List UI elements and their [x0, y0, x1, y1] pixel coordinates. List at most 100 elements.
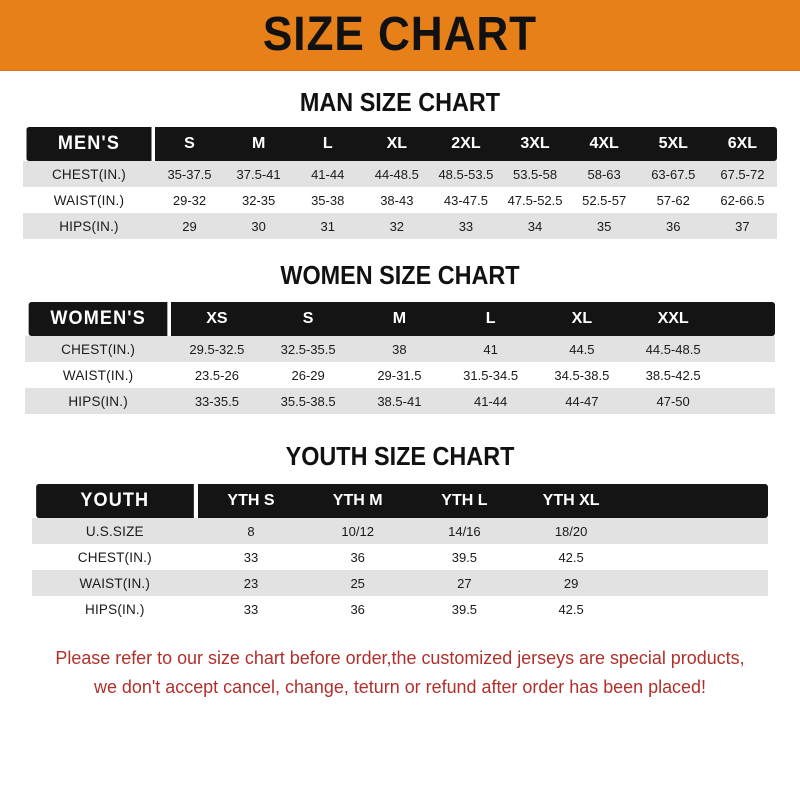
women-cell: 32.5-35.5: [262, 336, 354, 362]
men-header-row: MEN'S S M L XL 2XL 3XL 4XL 5XL 6XL: [23, 127, 777, 161]
women-cell: 35.5-38.5: [262, 388, 354, 414]
youth-table-row: U.S.SIZE 8 10/12 14/16 18/20: [32, 518, 768, 544]
women-table-row: WAIST(IN.) 23.5-26 26-29 29-31.5 31.5-34.5 34…: [25, 362, 775, 388]
women-table-wrapper: WOMEN'S XS S M L XL XXL CHEST(IN.) 29.5-32.5 32.5…: [25, 302, 775, 414]
women-cell: 44-47: [536, 388, 628, 414]
youth-table-wrapper: YOUTH YTH S YTH M YTH L YTH XL U.S.SIZE 8 10/12…: [32, 484, 768, 622]
youth-cell: 25: [304, 570, 412, 596]
women-row-label: CHEST(IN.): [25, 336, 172, 362]
men-row-label: HIPS(IN.): [23, 213, 155, 239]
youth-size-header-yth-s: YTH S: [197, 484, 305, 518]
men-cell: 52.5-57: [569, 187, 639, 213]
women-size-header-xl: XL: [536, 302, 628, 336]
youth-cell: 33: [197, 544, 305, 570]
men-cell: 35-38: [293, 187, 363, 213]
youth-section-title: YOUTH SIZE CHART: [285, 441, 515, 471]
women-cell: 41: [445, 336, 537, 362]
youth-cell: 42.5: [517, 596, 625, 622]
women-cell: 47-50: [627, 388, 719, 414]
men-cell: 31: [293, 213, 363, 239]
men-cell: 35: [569, 213, 639, 239]
women-cell: 29.5-32.5: [171, 336, 263, 362]
men-cell: 53.5-58: [500, 161, 570, 187]
men-cell: 37: [707, 213, 777, 239]
men-row-label: WAIST(IN.): [23, 187, 155, 213]
page-title: SIZE CHART: [262, 8, 538, 61]
women-cell: 34.5-38.5: [536, 362, 628, 388]
youth-header-row: YOUTH YTH S YTH M YTH L YTH XL: [32, 484, 768, 518]
women-row-label: WAIST(IN.): [25, 362, 172, 388]
men-row-label: CHEST(IN.): [23, 161, 155, 187]
youth-size-table: YOUTH YTH S YTH M YTH L YTH XL U.S.SIZE 8 10/12…: [32, 484, 768, 622]
women-size-table: WOMEN'S XS S M L XL XXL CHEST(IN.) 29.5-32.5 32.5…: [25, 302, 775, 414]
women-size-header-m: M: [353, 302, 445, 336]
men-size-header-xl: XL: [362, 127, 432, 161]
men-cell: 47.5-52.5: [500, 187, 570, 213]
women-cell: 23.5-26: [171, 362, 263, 388]
youth-table-row: WAIST(IN.) 23 25 27 29: [32, 570, 768, 596]
men-cell: 32-35: [224, 187, 294, 213]
youth-row-filler: [624, 596, 768, 622]
men-size-header-6xl: 6XL: [707, 127, 777, 161]
youth-cell: 18/20: [517, 518, 625, 544]
youth-row-label: WAIST(IN.): [32, 570, 198, 596]
disclaimer-line-2: we don't accept cancel, change, teturn o…: [94, 675, 706, 697]
order-disclaimer: Please refer to our size chart before or…: [12, 644, 788, 701]
men-table-row: HIPS(IN.) 29 30 31 32 33 34 35 36 37: [23, 213, 777, 239]
women-size-header-s: S: [262, 302, 354, 336]
women-cell: 38.5-41: [353, 388, 445, 414]
men-cell: 57-62: [638, 187, 708, 213]
youth-size-header-yth-m: YTH M: [304, 484, 412, 518]
youth-row-filler: [624, 518, 768, 544]
women-corner-label: WOMEN'S: [28, 302, 168, 336]
men-size-header-s: S: [154, 127, 225, 161]
men-size-header-5xl: 5XL: [638, 127, 708, 161]
men-cell: 37.5-41: [224, 161, 294, 187]
women-size-header-xxl: XXL: [627, 302, 719, 336]
women-cell: 44.5: [536, 336, 628, 362]
youth-header-filler: [624, 484, 768, 518]
men-cell: 44-48.5: [362, 161, 432, 187]
women-cell: 31.5-34.5: [445, 362, 537, 388]
women-row-filler: [718, 362, 775, 388]
women-table-row: HIPS(IN.) 33-35.5 35.5-38.5 38.5-41 41-44 44-…: [25, 388, 775, 414]
men-size-header-4xl: 4XL: [569, 127, 639, 161]
youth-cell: 39.5: [411, 544, 518, 570]
youth-cell: 10/12: [304, 518, 412, 544]
youth-cell: 42.5: [517, 544, 625, 570]
youth-cell: 33: [197, 596, 305, 622]
men-cell: 58-63: [569, 161, 639, 187]
men-cell: 30: [224, 213, 294, 239]
women-table-row: CHEST(IN.) 29.5-32.5 32.5-35.5 38 41 44.5 44.5…: [25, 336, 775, 362]
men-cell: 41-44: [293, 161, 363, 187]
men-cell: 35-37.5: [154, 161, 225, 187]
men-cell: 29-32: [154, 187, 225, 213]
women-row-filler: [718, 336, 775, 362]
youth-size-header-yth-l: YTH L: [411, 484, 518, 518]
women-cell: 33-35.5: [171, 388, 263, 414]
youth-row-label: CHEST(IN.): [32, 544, 198, 570]
men-size-header-m: M: [224, 127, 294, 161]
youth-row-filler: [624, 570, 768, 596]
women-cell: 29-31.5: [353, 362, 445, 388]
men-size-header-2xl: 2XL: [431, 127, 501, 161]
man-table-wrapper: MEN'S S M L XL 2XL 3XL 4XL 5XL 6XL CHEST(IN.) 35-37…: [23, 127, 777, 239]
men-cell: 48.5-53.5: [431, 161, 501, 187]
women-row-filler: [718, 388, 775, 414]
man-size-table: MEN'S S M L XL 2XL 3XL 4XL 5XL 6XL CHEST(IN.) 35-37…: [23, 127, 777, 239]
youth-row-filler: [624, 544, 768, 570]
women-row-label: HIPS(IN.): [25, 388, 172, 414]
men-cell: 63-67.5: [638, 161, 708, 187]
women-header-filler: [718, 302, 775, 336]
men-cell: 36: [638, 213, 708, 239]
men-cell: 33: [431, 213, 501, 239]
women-header-row: WOMEN'S XS S M L XL XXL: [25, 302, 775, 336]
women-cell: 44.5-48.5: [627, 336, 719, 362]
youth-corner-label: YOUTH: [36, 484, 194, 518]
men-cell: 67.5-72: [707, 161, 777, 187]
youth-cell: 39.5: [411, 596, 518, 622]
youth-cell: 36: [304, 596, 412, 622]
youth-size-header-yth-xl: YTH XL: [517, 484, 625, 518]
men-table-row: WAIST(IN.) 29-32 32-35 35-38 38-43 43-47.5 47.…: [23, 187, 777, 213]
